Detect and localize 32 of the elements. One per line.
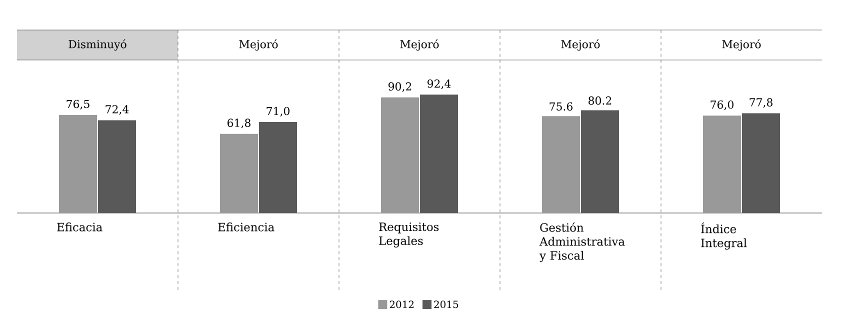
data-label: 92,4: [427, 79, 451, 90]
data-label: 76,0: [710, 100, 734, 110]
legend-label: 2015: [434, 300, 458, 308]
bar: [259, 122, 298, 213]
legend-label: 2012: [390, 300, 414, 308]
bar: [703, 116, 742, 213]
x-tick-label: Índice Integral: [701, 222, 747, 250]
data-label: 77,8: [750, 98, 772, 108]
bar: [220, 134, 258, 213]
bar: [742, 113, 780, 213]
data-label: 90,2: [388, 82, 412, 92]
text: Mejoró: [722, 39, 761, 51]
data-label: 71,0: [266, 106, 290, 116]
bar: [98, 120, 136, 213]
text: Mejoró: [400, 39, 439, 51]
data-label: 76,5: [66, 100, 90, 110]
data-label: 72,4: [106, 105, 129, 115]
data-label: 75.6: [550, 102, 573, 111]
bar: [381, 97, 420, 213]
text: Mejoró: [561, 39, 600, 51]
text: Disminuyó: [68, 39, 126, 51]
bar: [420, 94, 458, 213]
bar: [59, 114, 98, 213]
bar: [542, 116, 580, 213]
data-label: 61,8: [228, 118, 250, 128]
bar: [581, 110, 620, 213]
data-label: 80.2: [588, 96, 612, 105]
x-tick-label: Eficiencia: [218, 222, 274, 232]
x-tick-label: Eficacia: [57, 222, 102, 232]
x-tick-label: Gestión Administrativa y Fiscal: [539, 222, 625, 262]
text: Mejoró: [239, 39, 278, 51]
x-tick-label: Requisitos Legales: [379, 222, 439, 248]
